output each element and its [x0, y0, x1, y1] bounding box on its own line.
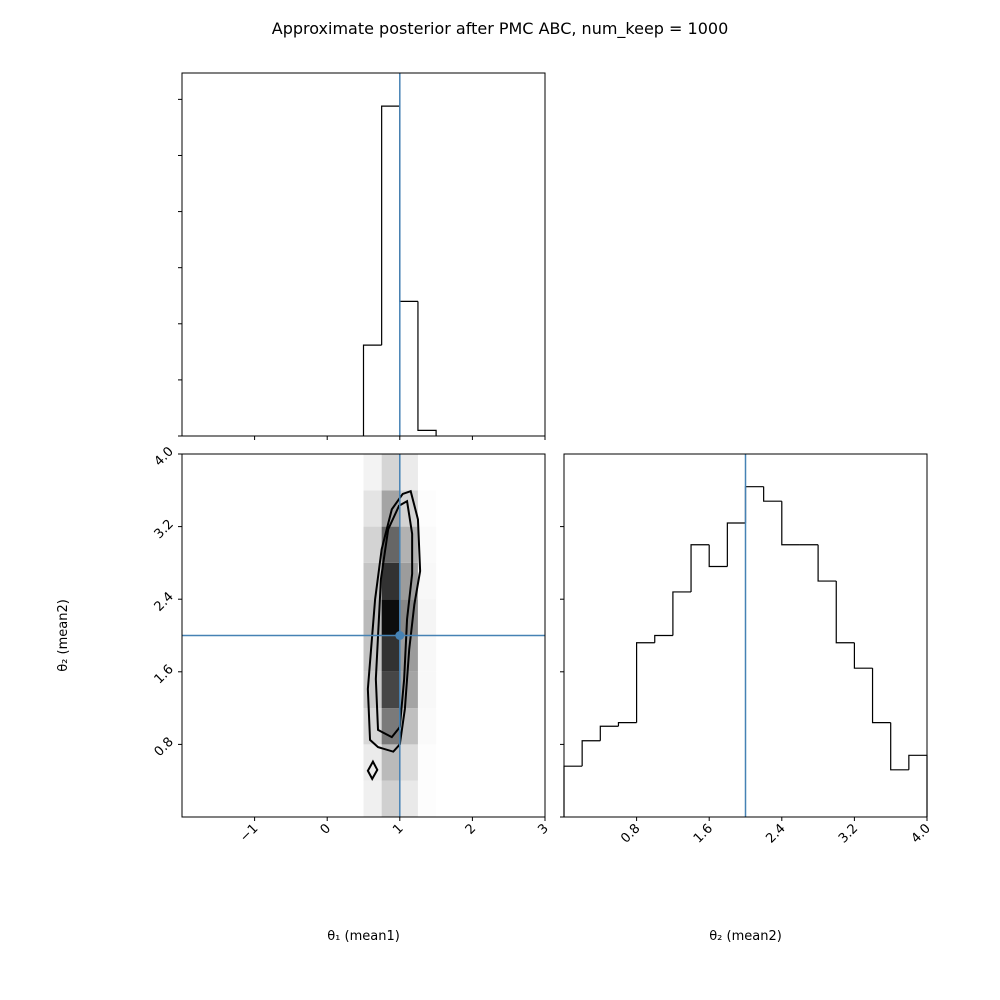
density-cell [399, 780, 418, 817]
x-tick-label: 3.2 [836, 821, 861, 846]
histogram-step [817, 544, 837, 582]
contour [366, 759, 379, 781]
density-cell [363, 671, 382, 709]
density-cell [417, 490, 437, 527]
density-cell [417, 599, 437, 636]
x-tick-label: 1 [390, 821, 406, 837]
histogram-step [599, 725, 619, 741]
density-cell [381, 490, 400, 527]
density-cell [381, 454, 400, 491]
density-cell [363, 708, 382, 745]
x-tick-label: −1 [237, 821, 261, 845]
density-cell [417, 562, 437, 600]
density-cell [399, 454, 418, 491]
y-axis-label: θ₂ (mean2) [56, 599, 71, 672]
histogram-step [654, 634, 673, 643]
density-cell [381, 708, 400, 745]
y-tick-label: 3.2 [152, 517, 177, 542]
histogram-step [617, 722, 637, 727]
x-axis-label: θ₂ (mean2) [709, 929, 782, 944]
histogram-step [726, 522, 746, 567]
density-cell [417, 780, 437, 817]
density-cell [399, 562, 418, 600]
histogram-step [399, 106, 418, 302]
histogram-step [908, 754, 928, 817]
density-cell [363, 526, 382, 563]
x-tick-label: 3 [535, 821, 551, 837]
histogram-step [708, 544, 728, 568]
histogram-step [781, 501, 800, 546]
contour [366, 489, 422, 753]
y-tick-label: 0.8 [152, 735, 177, 760]
histogram-step [362, 344, 382, 436]
histogram-step [690, 544, 710, 592]
truth-point [395, 631, 405, 640]
density-cell [363, 599, 382, 636]
histogram-step [890, 722, 909, 771]
histogram-step [381, 105, 400, 346]
density-cell [417, 744, 437, 781]
density-cell [417, 708, 437, 745]
x-axis-label: θ₁ (mean1) [327, 929, 400, 944]
density-cell [381, 744, 400, 781]
histogram-step [563, 765, 583, 817]
axes-frame [181, 72, 546, 437]
histogram-step [417, 301, 437, 436]
histogram-step [835, 581, 855, 644]
axes-frame [563, 453, 928, 818]
density-cell [381, 635, 400, 672]
density-cell [417, 671, 437, 709]
density-cell [381, 526, 400, 563]
x-tick-label: 0.8 [618, 821, 643, 846]
axes-frame [181, 453, 546, 818]
figure-title: Approximate posterior after PMC ABC, num… [272, 19, 729, 39]
density-cell [363, 454, 382, 491]
density-cell [417, 454, 437, 491]
density-cell [417, 526, 437, 563]
histogram-step [672, 591, 692, 636]
x-tick-label: 2.4 [763, 821, 788, 846]
density-cell [399, 526, 418, 563]
histogram-step [853, 642, 873, 669]
density-cell [363, 780, 382, 817]
histogram-step [581, 740, 601, 767]
density-cell [381, 562, 400, 600]
density-cell [417, 635, 437, 672]
density-cell [381, 671, 400, 709]
x-tick-label: 2 [463, 821, 479, 837]
y-tick-label: 4.0 [152, 444, 177, 469]
x-tick-label: 0 [318, 821, 334, 837]
density-cell [381, 780, 400, 817]
density-cell [363, 490, 382, 527]
x-tick-label: 4.0 [909, 821, 934, 846]
histogram-step [744, 486, 764, 523]
y-tick-label: 1.6 [152, 662, 177, 687]
histogram-step [871, 668, 891, 724]
x-tick-label: 1.6 [691, 821, 716, 846]
density-cell [399, 744, 418, 781]
density-cell [381, 599, 400, 636]
histogram-step [763, 486, 782, 502]
histogram-step [636, 642, 655, 723]
y-tick-label: 2.4 [152, 589, 177, 614]
